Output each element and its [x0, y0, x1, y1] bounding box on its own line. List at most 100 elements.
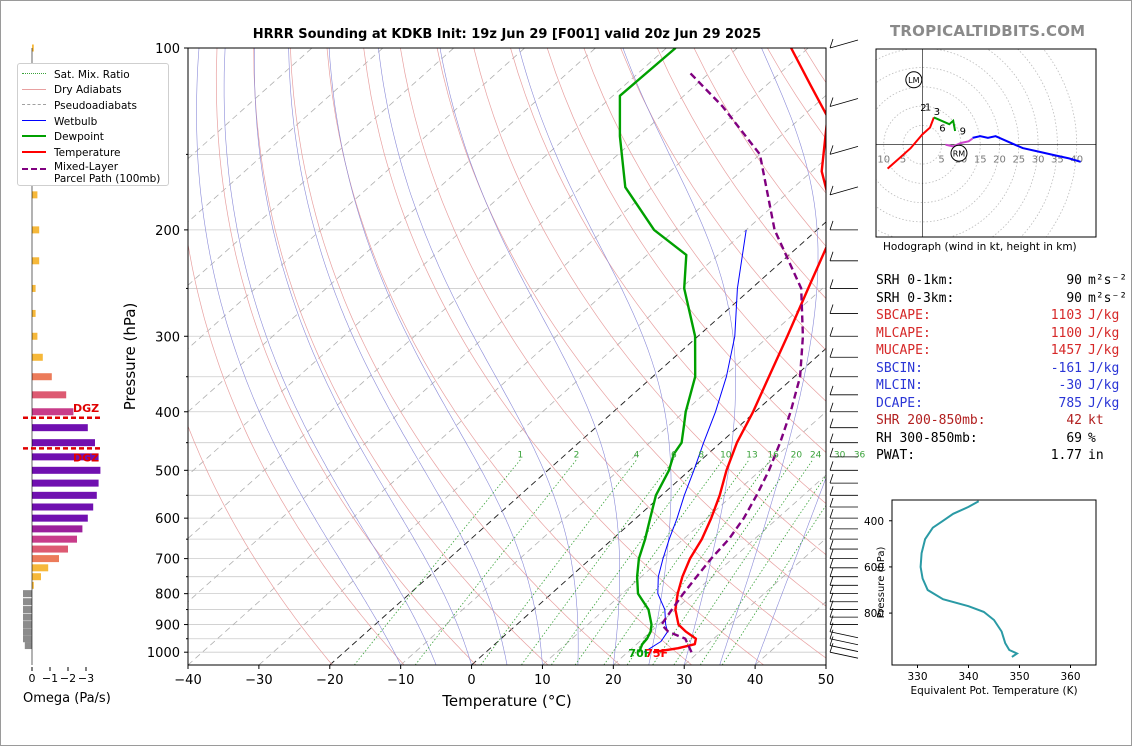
- sounding-mixed-layer-parcel-path-100mb-: [660, 72, 805, 653]
- hodograph-trace: [972, 135, 1081, 163]
- stat-row: SHR 200-850mb: 42 kt: [876, 412, 1127, 430]
- stat-unit: J/kg: [1088, 343, 1120, 358]
- wind-barb-flag: [829, 251, 834, 261]
- moist-adiabat: [328, 48, 543, 665]
- omega-axis-label: Omega (Pa/s): [23, 691, 111, 706]
- wind-barb-flag: [829, 402, 834, 412]
- omega-bar: [32, 257, 40, 265]
- legend-swatch: [22, 150, 46, 155]
- dry-adiabat: [363, 48, 764, 665]
- sounding-wetbulb: [643, 229, 747, 653]
- dry-adiabat: [620, 48, 826, 351]
- mixing-ratio-label: 24: [810, 451, 822, 461]
- x-tick-label: −40: [174, 673, 201, 688]
- freezing-isotherm: [329, 221, 826, 665]
- wind-barb-flag: [829, 185, 834, 195]
- wind-barb-flag: [829, 418, 834, 428]
- wind-barb: [829, 146, 859, 155]
- stat-lbl: SHR 200-850mb:: [876, 413, 986, 428]
- isotherm-line: [613, 474, 826, 665]
- y-tick-label: 200: [155, 224, 180, 239]
- omega-plot: 0 −1 −2 −3 DGZ DGZ: [23, 44, 101, 685]
- legend-swatch: [22, 88, 46, 92]
- wind-barb-flag: [829, 38, 834, 49]
- mixing-ratio-line: [574, 459, 724, 665]
- omega-bar: [32, 226, 40, 234]
- mixing-ratio-label: 8: [698, 451, 704, 461]
- x-tick-label: 30: [676, 673, 693, 688]
- surface-dewpoint-label: 70F: [628, 647, 651, 660]
- x-tick-label: 50: [818, 673, 835, 688]
- stat-row: MLCIN: -30 J/kg: [876, 377, 1127, 395]
- x-tick-label: 10: [534, 673, 551, 688]
- theta-e-x-tick-label: 340: [958, 671, 978, 683]
- mixing-ratio-label: 13: [746, 451, 757, 461]
- omega-bar: [32, 491, 97, 499]
- omega-bar: [32, 453, 99, 461]
- wind-barb-flag: [829, 608, 834, 618]
- wind-barb: [829, 651, 859, 659]
- y-tick-label: 900: [155, 619, 180, 634]
- legend-label: Pseudoadiabats: [54, 99, 137, 112]
- mixing-ratio-line: [480, 459, 638, 665]
- storm-motion-marker: [905, 71, 923, 89]
- stat-lbl: SBCIN:: [876, 360, 923, 376]
- dry-adiabat: [436, 48, 826, 607]
- hodograph-ring-label: 10: [877, 155, 890, 166]
- legend-entry: Dry Adiabats: [22, 83, 164, 99]
- stat-val: -161: [1050, 360, 1082, 376]
- omega-bar: [32, 514, 88, 522]
- hodograph-ring-label: 20: [993, 155, 1006, 166]
- isotherm-line: [188, 48, 809, 603]
- stat-val: 1457: [1050, 343, 1082, 358]
- y-tick-label: 100: [155, 42, 180, 57]
- moist-adiabat: [254, 48, 472, 665]
- moist-adiabat: [754, 477, 826, 665]
- omega-bar: [23, 628, 32, 636]
- omega-tick-label: −2: [60, 672, 76, 685]
- moist-adiabat: [196, 48, 401, 665]
- wind-barb-flag: [829, 367, 834, 377]
- omega-bar: [32, 284, 36, 292]
- y-tick-label: 800: [155, 588, 180, 603]
- hodograph-ring-label: 5: [900, 155, 906, 166]
- wind-barb-flag: [829, 433, 834, 443]
- wind-barb: [829, 186, 859, 196]
- mixing-ratio-label: 30: [834, 451, 846, 461]
- omega-bar: [23, 621, 32, 629]
- isotherm-line: [188, 48, 313, 160]
- brand-watermark: TROPICALTIDBITS.COM: [890, 22, 1086, 40]
- wind-barb-flag: [829, 567, 834, 577]
- wind-barb-flag: [829, 304, 834, 314]
- omega-bar: [23, 598, 32, 606]
- x-tick-label: 20: [605, 673, 622, 688]
- x-tick-label: 40: [747, 673, 764, 688]
- moist-adiabat: [518, 48, 672, 665]
- legend-entry: Wetbulb: [22, 114, 164, 130]
- stat-val: -30: [1058, 378, 1082, 393]
- wind-barb: [829, 631, 859, 639]
- wind-barb: [829, 638, 859, 646]
- omega-bar: [32, 439, 95, 447]
- y-tick-label: 500: [155, 464, 180, 479]
- mixing-ratio-label: 1: [518, 451, 524, 461]
- hodograph-height-label: 9: [960, 126, 966, 137]
- theta-e-x-tick-label: 360: [1060, 671, 1080, 683]
- hodograph-ring-label: 5: [938, 155, 944, 166]
- legend-label: Dry Adiabats: [54, 84, 122, 97]
- stat-unit: m²s⁻²: [1088, 273, 1128, 288]
- wind-barb-flag: [829, 539, 834, 550]
- legend-entry: Temperature: [22, 145, 164, 161]
- x-tick-label: −20: [316, 673, 343, 688]
- mixing-ratio-line: [699, 474, 826, 665]
- dgz-label: DGZ: [73, 402, 99, 415]
- legend-label: Dewpoint: [54, 131, 104, 144]
- dry-adiabat: [215, 48, 477, 665]
- wind-barb-flag: [829, 385, 834, 395]
- omega-bar: [32, 391, 67, 399]
- stat-row: SRH 0-1km: 90 m²s⁻²: [876, 272, 1127, 290]
- omega-bar: [32, 332, 38, 340]
- stat-unit: %: [1088, 430, 1096, 446]
